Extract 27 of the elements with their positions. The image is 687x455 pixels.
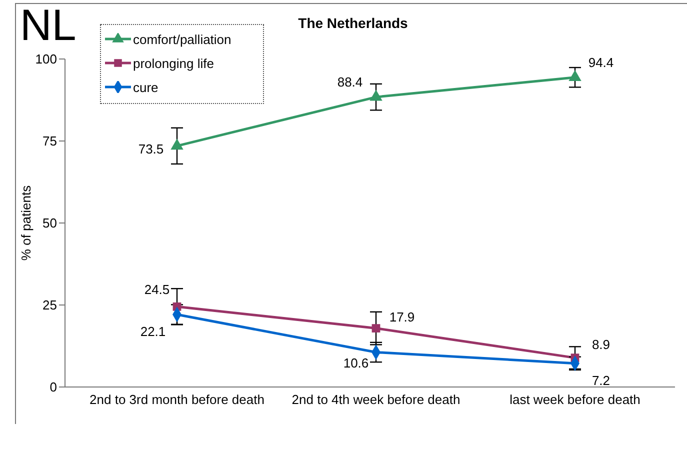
x-tick-label: 2nd to 4th week before death <box>292 392 460 408</box>
data-label: 10.6 <box>343 356 369 371</box>
y-tick-label: 0 <box>50 380 57 395</box>
y-tick-label: 100 <box>35 52 57 67</box>
point <box>372 324 380 332</box>
data-label: 8.9 <box>592 337 610 352</box>
y-tick-label: 75 <box>42 134 57 149</box>
legend-label: prolonging life <box>133 56 214 70</box>
point <box>568 70 582 82</box>
point <box>370 90 382 101</box>
chart-title: The Netherlands <box>298 15 408 31</box>
x-tick-label: 2nd to 3rd month before death <box>90 392 264 408</box>
data-label: 24.5 <box>144 282 170 298</box>
data-label: 73.5 <box>138 141 164 156</box>
x-tick-label: last week before death <box>510 392 640 408</box>
text: NL <box>20 1 76 50</box>
data-label: 88.4 <box>337 74 363 90</box>
data-label: 94.4 <box>588 54 614 70</box>
y-tick-label: 50 <box>42 216 57 231</box>
point <box>170 138 184 150</box>
data-label: 17.9 <box>389 310 415 325</box>
y-tick-label: 25 <box>42 298 57 313</box>
legend-label: cure <box>133 80 158 94</box>
data-label: 22.1 <box>140 324 166 339</box>
data-label: 7.2 <box>592 372 610 388</box>
y-axis-title: % of patients <box>18 184 34 261</box>
legend-label: comfort/palliation <box>133 32 232 46</box>
